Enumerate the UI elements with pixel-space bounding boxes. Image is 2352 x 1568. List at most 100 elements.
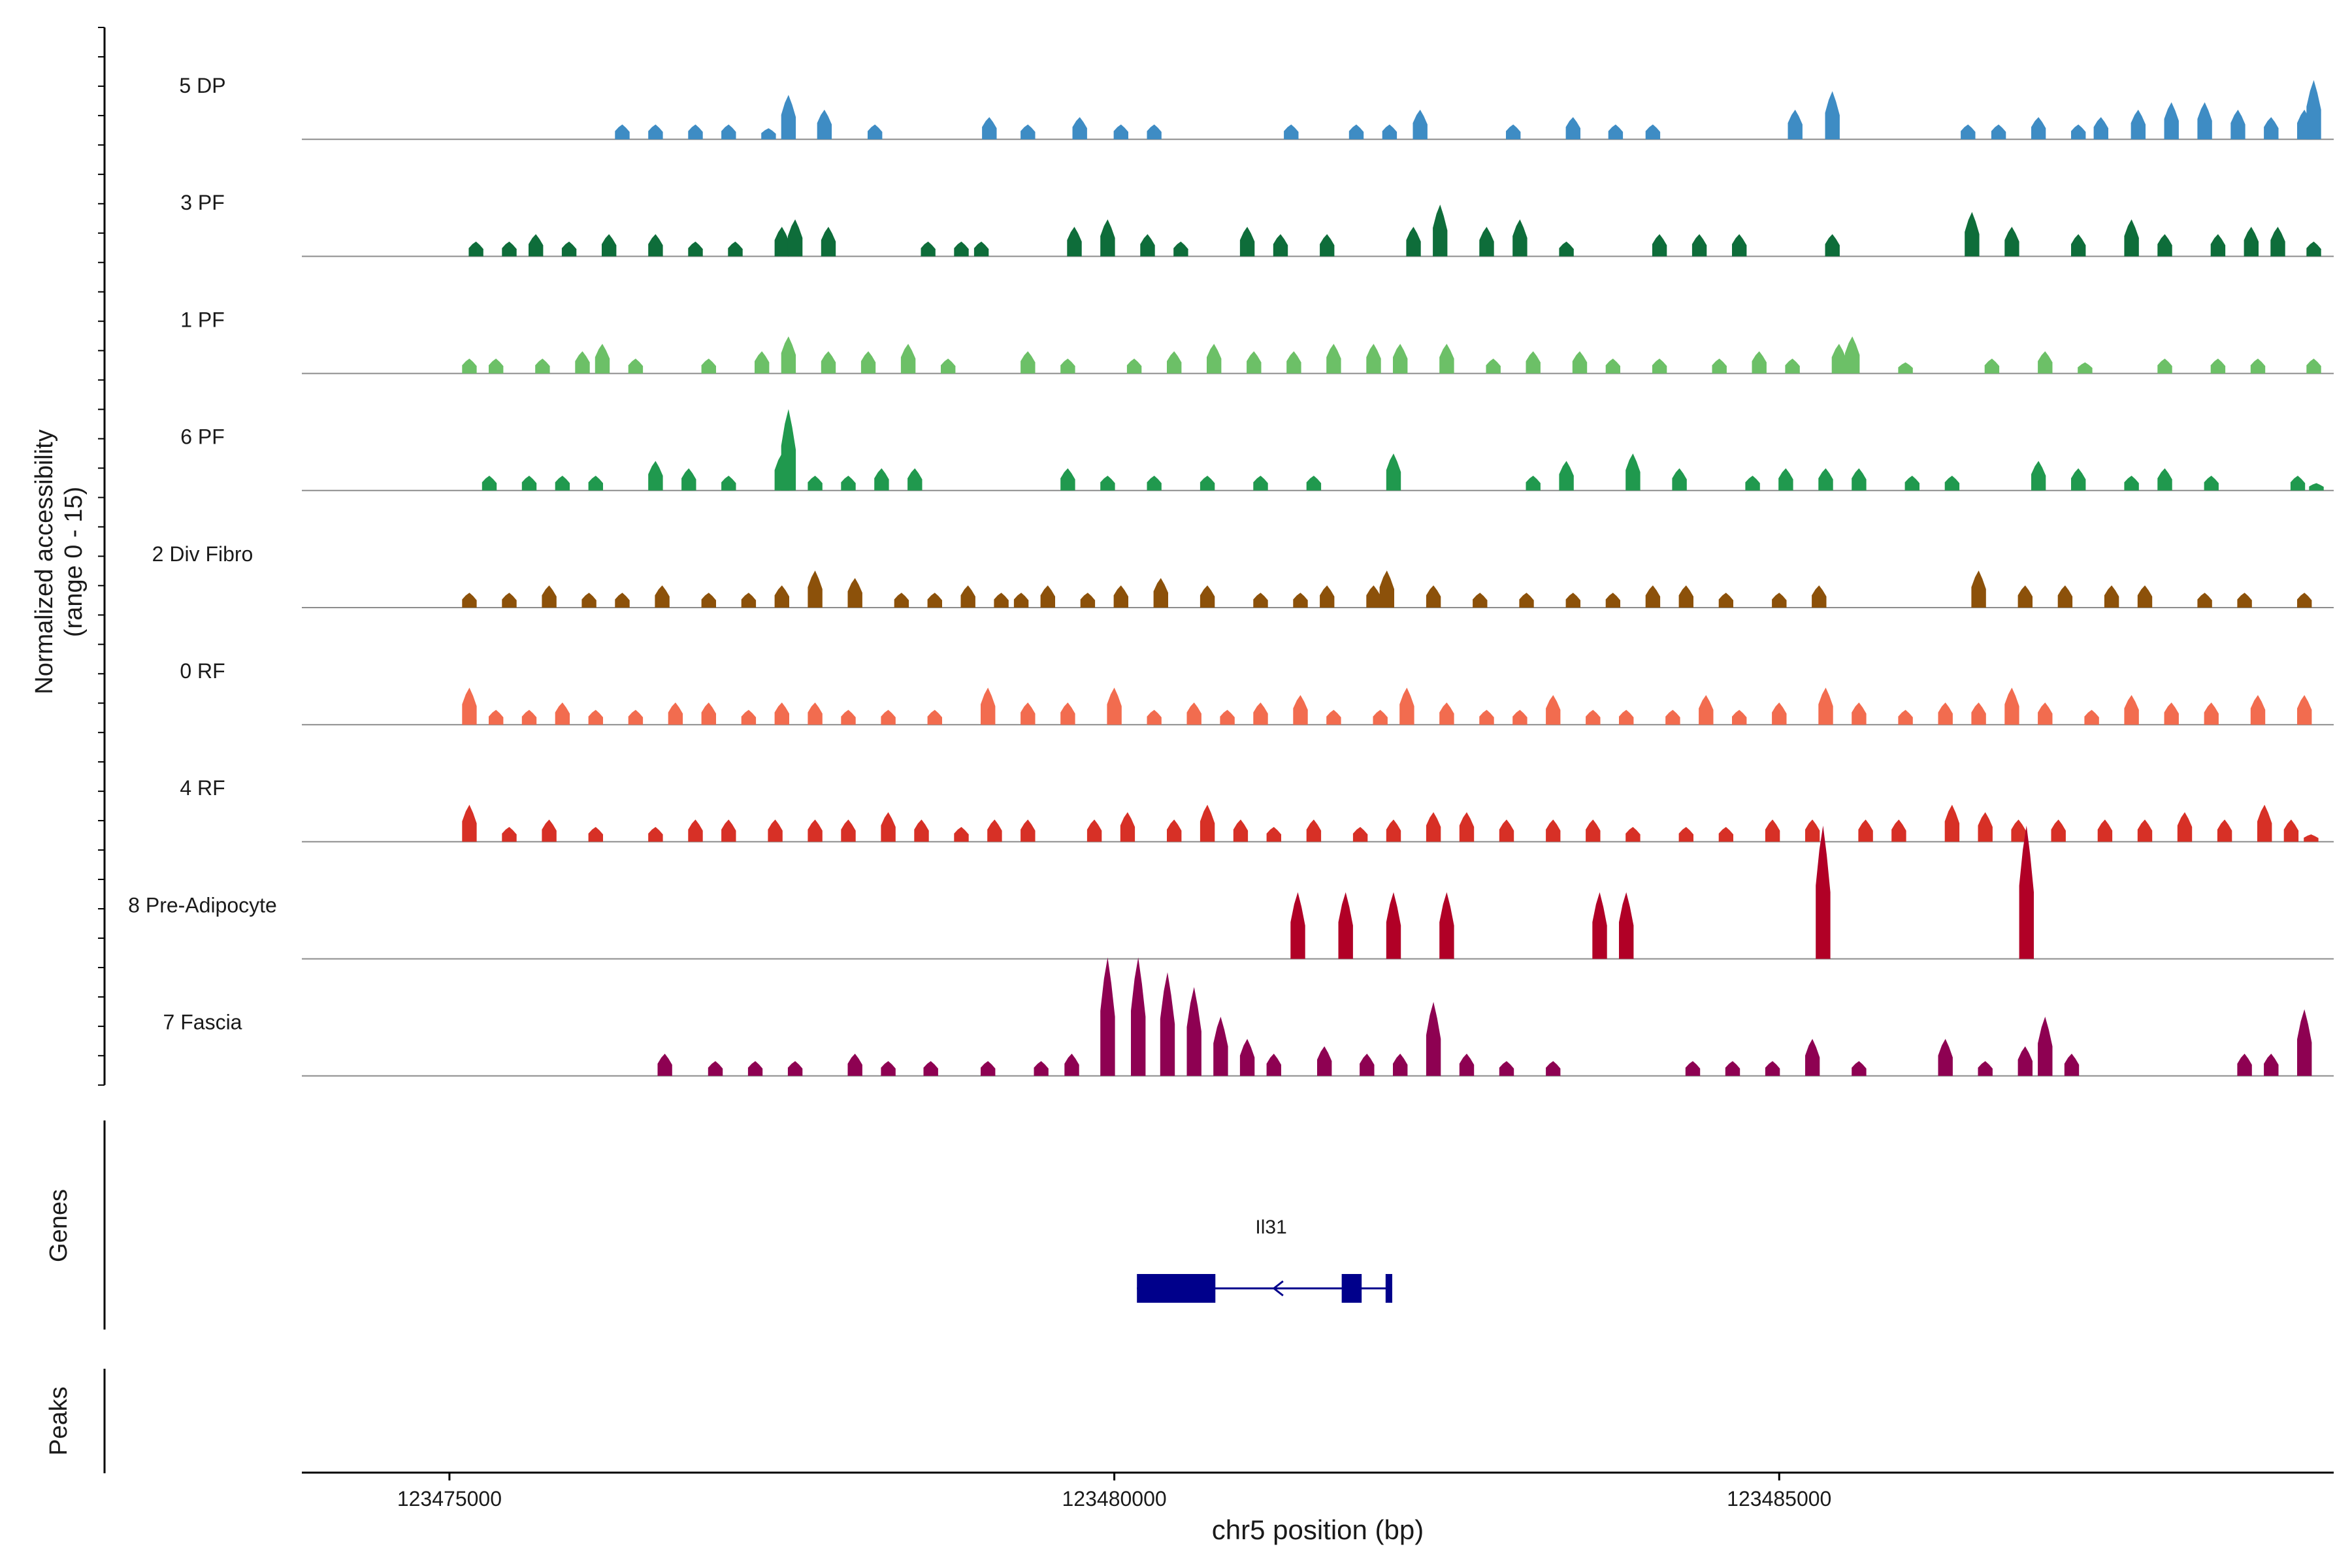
x-axis-ticks: 123475000 123480000 123485000 <box>397 1473 1831 1511</box>
coverage-peak <box>941 358 956 374</box>
coverage-peak <box>2017 585 2033 608</box>
coverage-peak <box>1366 344 1381 374</box>
coverage-peak <box>2237 593 2252 608</box>
coverage-peak <box>462 687 477 725</box>
coverage-peak <box>1619 892 1634 959</box>
coverage-peak <box>1064 1053 1079 1076</box>
coverage-peak <box>1765 1061 1780 1076</box>
track-3: 6 PF <box>180 409 2334 491</box>
coverage-peak <box>1293 593 1308 608</box>
coverage-peak <box>1167 819 1182 842</box>
coverage-peak <box>781 95 796 140</box>
track-5: 0 RF <box>180 659 2334 726</box>
coverage-peak <box>1459 1053 1475 1076</box>
coverage-peak <box>1559 461 1574 491</box>
coverage-peak <box>821 227 836 257</box>
coverage-peak <box>761 128 776 140</box>
coverage-peak <box>1273 234 1288 257</box>
coverage-peak <box>521 476 537 491</box>
coverage-peak <box>1586 819 1601 842</box>
coverage-peak <box>2038 702 2053 725</box>
coverage-peak <box>1625 453 1641 491</box>
coverage-peak <box>1306 476 1322 491</box>
coverage-peak <box>1131 957 1146 1076</box>
coverage-peak <box>462 593 477 608</box>
coverage-peak <box>1247 351 1262 374</box>
coverage-peak <box>1831 344 1846 374</box>
coverage-peak <box>542 819 557 842</box>
coverage-peak <box>1526 351 1541 374</box>
coverage-peak <box>1034 1061 1049 1076</box>
coverage-peak <box>2104 585 2119 608</box>
coverage-peak <box>841 819 856 842</box>
coverage-peak <box>2306 241 2321 257</box>
coverage-peak <box>2078 362 2093 374</box>
coverage-peak <box>881 1061 896 1076</box>
coverage-peak <box>2137 819 2153 842</box>
coverage-peak <box>1306 819 1322 842</box>
coverage-peak <box>841 710 856 725</box>
coverage-peak <box>960 585 975 608</box>
coverage-peak <box>1147 124 1162 140</box>
coverage-peak <box>1067 227 1082 257</box>
coverage-peak <box>1113 585 1128 608</box>
accessibility-y-axis <box>98 27 106 1086</box>
coverage-peak <box>1818 468 1833 491</box>
coverage-peak <box>900 344 916 374</box>
coverage-peak <box>1778 468 1793 491</box>
coverage-peak <box>914 819 929 842</box>
coverage-peak <box>2031 117 2046 140</box>
coverage-peak <box>1060 702 1075 725</box>
coverage-peak <box>588 476 603 491</box>
coverage-peak <box>1320 234 1335 257</box>
coverage-peak <box>1732 234 1747 257</box>
coverage-peak <box>489 358 504 374</box>
coverage-peak <box>2071 124 2086 140</box>
coverage-peak <box>688 241 703 257</box>
coverage-peak <box>1971 570 1986 608</box>
coverage-peak <box>1072 117 1087 140</box>
coverage-peak <box>781 409 796 491</box>
coverage-peak <box>489 710 504 725</box>
coverage-peak <box>2283 819 2299 842</box>
coverage-peak <box>1320 585 1335 608</box>
coverage-peak <box>2004 227 2019 257</box>
coverage-peak <box>1253 702 1268 725</box>
coverage-peak <box>1040 585 1055 608</box>
coverage-peak <box>502 241 517 257</box>
coverage-peak <box>741 710 757 725</box>
coverage-peak <box>1852 1061 1867 1076</box>
coverage-peak <box>561 241 577 257</box>
track-label: 0 RF <box>180 659 225 683</box>
coverage-peak <box>1565 117 1580 140</box>
coverage-peak <box>2038 351 2053 374</box>
coverage-peak <box>721 819 736 842</box>
coverage-peak <box>1765 819 1780 842</box>
coverage-peak <box>2124 694 2139 725</box>
coverage-peak <box>1718 826 1733 842</box>
track-1: 3 PF <box>180 191 2334 257</box>
coverage-tracks: 5 DP 3 PF 1 PF 6 PF 2 Div Fibro 0 RF 4 RF 8 Pre… <box>128 74 2334 1077</box>
coverage-peak <box>1712 358 1727 374</box>
coverage-peak <box>2210 234 2226 257</box>
track-6: 4 RF <box>180 776 2334 843</box>
coverage-peak <box>502 826 517 842</box>
coverage-peak <box>2038 1017 2053 1076</box>
coverage-peak <box>2230 109 2246 140</box>
coverage-peak <box>1426 585 1441 608</box>
coverage-peak <box>2093 117 2108 140</box>
coverage-peak <box>2031 461 2046 491</box>
coverage-peak <box>847 1053 862 1076</box>
track-label: 3 PF <box>180 191 225 214</box>
coverage-peak <box>1220 710 1235 725</box>
coverage-peak <box>1904 476 1919 491</box>
coverage-peak <box>1253 593 1268 608</box>
coverage-peak <box>954 241 969 257</box>
coverage-peak <box>1126 358 1142 374</box>
coverage-peak <box>1825 234 1840 257</box>
coverage-peak <box>2137 585 2153 608</box>
coverage-peak <box>774 702 789 725</box>
coverage-peak <box>555 702 570 725</box>
coverage-peak <box>860 351 876 374</box>
coverage-peak <box>1519 593 1534 608</box>
